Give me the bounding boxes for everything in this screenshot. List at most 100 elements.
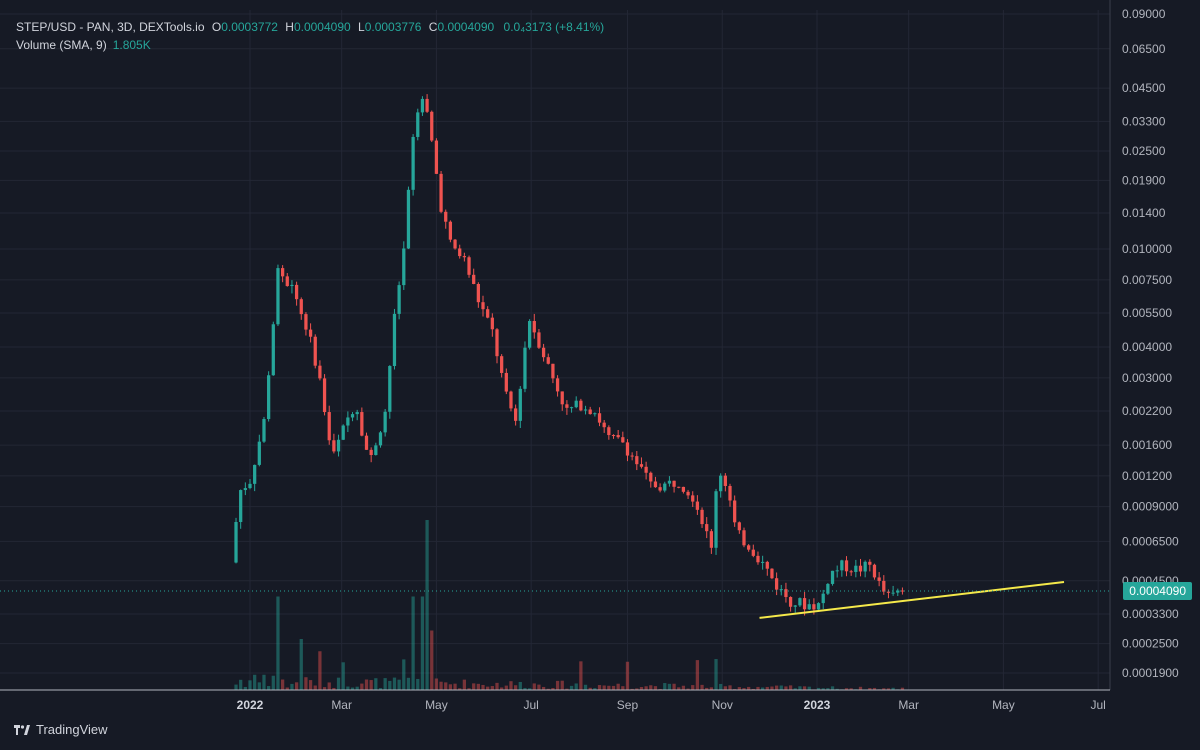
x-tick-label: 2023	[804, 698, 831, 712]
low-value: 0.0003776	[364, 20, 422, 34]
volume-bar	[635, 688, 639, 690]
candle-body	[360, 412, 364, 436]
volume-bar	[430, 630, 434, 690]
candle-body	[514, 408, 518, 421]
candle-body	[863, 561, 867, 572]
volume-label[interactable]: Volume (SMA, 9)	[16, 38, 107, 52]
volume-bar	[518, 681, 522, 690]
volume-bar	[243, 686, 247, 690]
volume-bar	[644, 686, 648, 690]
x-tick-label: 2022	[237, 698, 264, 712]
volume-value: 1.805K	[112, 38, 151, 52]
chart-legend: STEP/USD - PAN, 3D, DEXTools.io O0.00037…	[16, 18, 604, 54]
candle-body	[835, 570, 839, 572]
volume-bar	[574, 683, 578, 690]
volume-bar	[728, 685, 732, 690]
candle-body	[663, 483, 667, 491]
change-value: 0.0₄3173 (+8.41%)	[503, 20, 605, 34]
candle-body	[458, 248, 462, 257]
candle-body	[253, 464, 257, 484]
candle-body	[569, 407, 574, 409]
candle-body	[355, 412, 359, 415]
volume-bar	[569, 685, 574, 690]
volume-bar	[630, 688, 634, 690]
candle-body	[649, 472, 653, 482]
volume-bar	[476, 683, 480, 690]
volume-bar	[327, 682, 331, 690]
candle-body	[346, 417, 350, 426]
candle-body	[700, 509, 704, 525]
volume-bar	[253, 674, 257, 690]
volume-bar	[779, 685, 783, 690]
volume-bar	[360, 683, 364, 690]
volume-bar	[500, 687, 504, 690]
candle-body	[285, 276, 289, 287]
volume-bar	[705, 687, 709, 690]
candle-body	[779, 589, 783, 591]
close-value: 0.0004090	[437, 20, 495, 34]
volume-bar	[276, 596, 280, 690]
candle-body	[737, 522, 741, 531]
volume-bar	[248, 680, 252, 690]
volume-bar	[355, 686, 359, 690]
x-tick-label: Sep	[617, 698, 639, 712]
volume-bar	[891, 687, 895, 690]
candle-body	[267, 375, 271, 420]
candle-body	[350, 414, 355, 418]
candle-body	[607, 427, 611, 436]
candle-body	[844, 560, 849, 572]
y-tick-label: 0.005500	[1122, 306, 1172, 320]
x-tick-label: Nov	[712, 698, 733, 712]
tradingview-brand[interactable]: TradingView	[14, 722, 108, 737]
candle-body	[733, 500, 737, 523]
volume-bar	[504, 685, 508, 690]
support-trendline[interactable]	[759, 580, 1065, 619]
candle-body	[490, 317, 494, 330]
volume-bar	[821, 688, 825, 690]
volume-bar	[882, 688, 886, 690]
volume-bar	[691, 685, 695, 690]
candle-body	[602, 422, 606, 428]
candle-body	[425, 98, 429, 112]
candle-body	[812, 604, 816, 610]
x-tick-label: Jul	[523, 698, 538, 712]
close-label: C	[428, 20, 438, 34]
candle-body	[411, 136, 415, 190]
candle-body	[821, 593, 825, 604]
y-tick-label: 0.010000	[1122, 242, 1172, 256]
volume-bar	[486, 686, 490, 690]
volume-bar	[294, 682, 299, 690]
volume-bar	[597, 685, 602, 690]
y-tick-label: 0.02500	[1122, 144, 1166, 158]
volume-bar	[844, 688, 849, 690]
candle-body	[565, 404, 569, 408]
volume-bar	[700, 684, 704, 690]
x-tick-label: Jul	[1090, 698, 1105, 712]
volume-bar	[369, 680, 373, 690]
candle-body	[467, 257, 471, 275]
candle-body	[532, 321, 536, 333]
candle-body	[593, 413, 597, 415]
trendline[interactable]	[759, 580, 1065, 619]
candle-body	[793, 605, 797, 607]
volume-bar	[765, 686, 769, 690]
y-tick-label: 0.0003300	[1122, 607, 1179, 621]
volume-bar	[425, 520, 429, 690]
volume-bar	[770, 686, 774, 690]
volume-bar	[649, 685, 653, 690]
candle-body	[621, 437, 625, 443]
tradingview-logo-icon	[14, 724, 30, 735]
symbol-label[interactable]: STEP/USD - PAN, 3D, DEXTools.io	[16, 20, 205, 34]
volume-bar	[663, 683, 667, 690]
candle-body	[639, 464, 644, 467]
candle-body	[747, 545, 751, 550]
candle-body	[453, 239, 457, 249]
volume-bar	[267, 686, 271, 690]
candle-body	[318, 365, 322, 379]
candle-body	[854, 565, 858, 572]
candle-body	[397, 285, 401, 314]
candle-body	[616, 435, 620, 438]
candle-body	[709, 531, 713, 548]
volume-bar	[239, 679, 243, 690]
